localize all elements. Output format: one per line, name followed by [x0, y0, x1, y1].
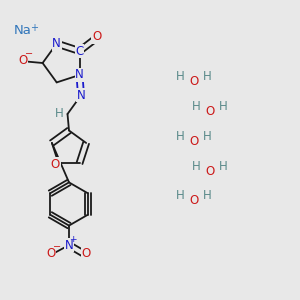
Text: H: H — [192, 100, 201, 113]
Text: H: H — [55, 107, 64, 121]
Text: O: O — [206, 165, 214, 178]
Text: O: O — [189, 194, 198, 208]
Text: O: O — [82, 247, 91, 260]
Text: O: O — [19, 53, 28, 67]
Text: O: O — [189, 75, 198, 88]
Text: −: − — [25, 49, 33, 59]
Text: C: C — [75, 44, 84, 58]
Text: H: H — [219, 160, 228, 173]
Text: O: O — [206, 105, 214, 118]
Text: N: N — [52, 37, 61, 50]
Text: O: O — [189, 135, 198, 148]
Text: Na: Na — [14, 23, 32, 37]
Text: H: H — [176, 130, 184, 143]
Text: +: + — [70, 235, 77, 244]
Text: O: O — [51, 158, 60, 171]
Text: H: H — [176, 70, 184, 83]
Text: H: H — [219, 100, 228, 113]
Text: O: O — [92, 30, 101, 43]
Text: N: N — [76, 89, 85, 102]
Text: +: + — [30, 22, 38, 33]
Text: N: N — [64, 238, 74, 252]
Text: H: H — [202, 189, 211, 202]
Text: H: H — [202, 130, 211, 143]
Text: N: N — [75, 68, 84, 82]
Text: H: H — [202, 70, 211, 83]
Text: O: O — [46, 247, 56, 260]
Text: H: H — [192, 160, 201, 173]
Text: H: H — [176, 189, 184, 202]
Text: −: − — [53, 242, 61, 252]
